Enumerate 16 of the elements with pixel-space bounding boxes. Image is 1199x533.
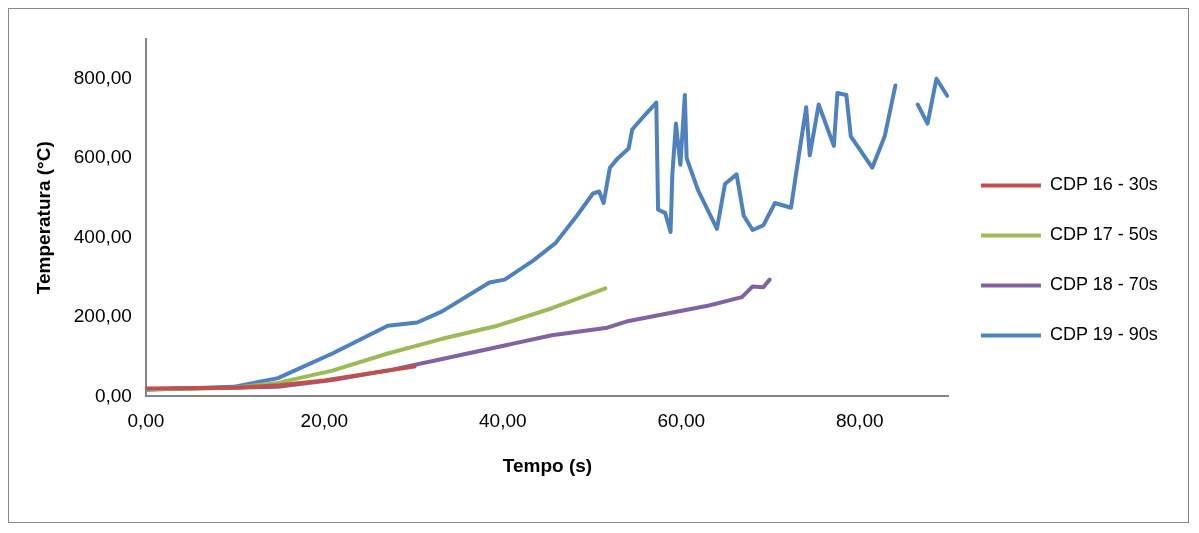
x-tick-label: 20,00 [300,410,349,432]
y-axis-title: Temperatura (°C) [32,141,54,295]
legend-label: CDP 19 - 90s [1049,324,1158,345]
y-tick-label: 400,00 [73,225,132,247]
y-tick-label: 600,00 [73,146,132,168]
legend-label: CDP 18 - 70s [1049,274,1158,295]
x-tick-label: 40,00 [479,410,527,432]
legend-label: CDP 16 - 30s [1049,174,1158,195]
y-tick-label: 800,00 [73,66,132,88]
legend-label: CDP 17 - 50s [1049,224,1158,245]
y-tick-label: 0,00 [94,384,132,406]
x-tick-label: 60,00 [657,410,706,432]
y-tick-label: 200,00 [73,305,132,327]
x-axis-title: Tempo (s) [502,454,593,476]
x-tick-label: 0,00 [127,410,165,432]
x-tick-label: 80,00 [835,410,884,432]
